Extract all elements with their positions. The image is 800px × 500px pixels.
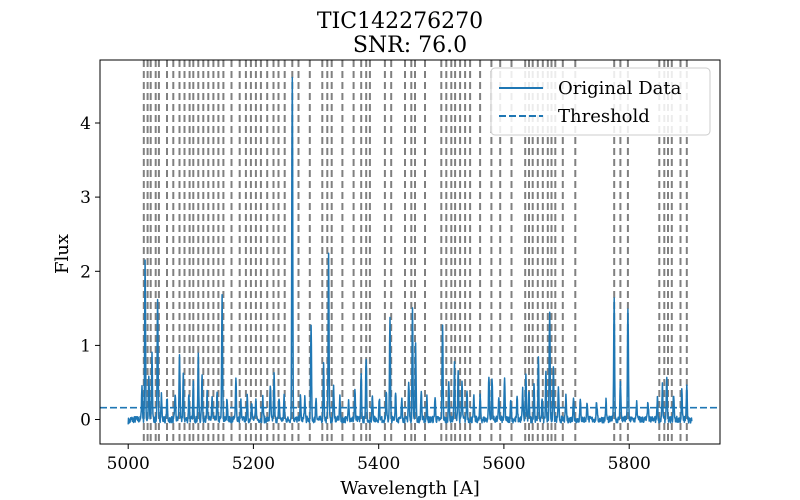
x-tick-label: 5200 bbox=[232, 454, 275, 474]
series-group bbox=[100, 76, 720, 425]
y-axis-label: Flux bbox=[52, 234, 73, 274]
x-axis-label: Wavelength [A] bbox=[340, 478, 480, 499]
chart-title: TIC142276270 bbox=[317, 9, 483, 34]
series-line-original-data bbox=[127, 76, 693, 425]
legend-label-threshold: Threshold bbox=[558, 106, 650, 127]
x-axis: 5000 5200 5400 5600 5800 bbox=[107, 444, 651, 474]
legend-box bbox=[490, 67, 711, 136]
x-tick-label: 5000 bbox=[107, 454, 150, 474]
y-tick-label: 0 bbox=[80, 411, 91, 431]
y-tick-label: 2 bbox=[80, 262, 91, 282]
y-tick-label: 4 bbox=[80, 114, 91, 134]
chart-subtitle: SNR: 76.0 bbox=[353, 33, 467, 58]
y-tick-label: 3 bbox=[80, 188, 91, 208]
x-tick-label: 5600 bbox=[482, 454, 525, 474]
legend: Original Data Threshold bbox=[490, 67, 711, 136]
plot-frame bbox=[99, 59, 721, 445]
y-tick-label: 1 bbox=[80, 336, 91, 356]
y-axis: 0 1 2 3 4 bbox=[80, 114, 100, 431]
legend-label-original-data: Original Data bbox=[558, 78, 682, 99]
x-tick-label: 5800 bbox=[608, 454, 651, 474]
plot-area bbox=[99, 59, 721, 445]
x-tick-label: 5400 bbox=[357, 454, 400, 474]
